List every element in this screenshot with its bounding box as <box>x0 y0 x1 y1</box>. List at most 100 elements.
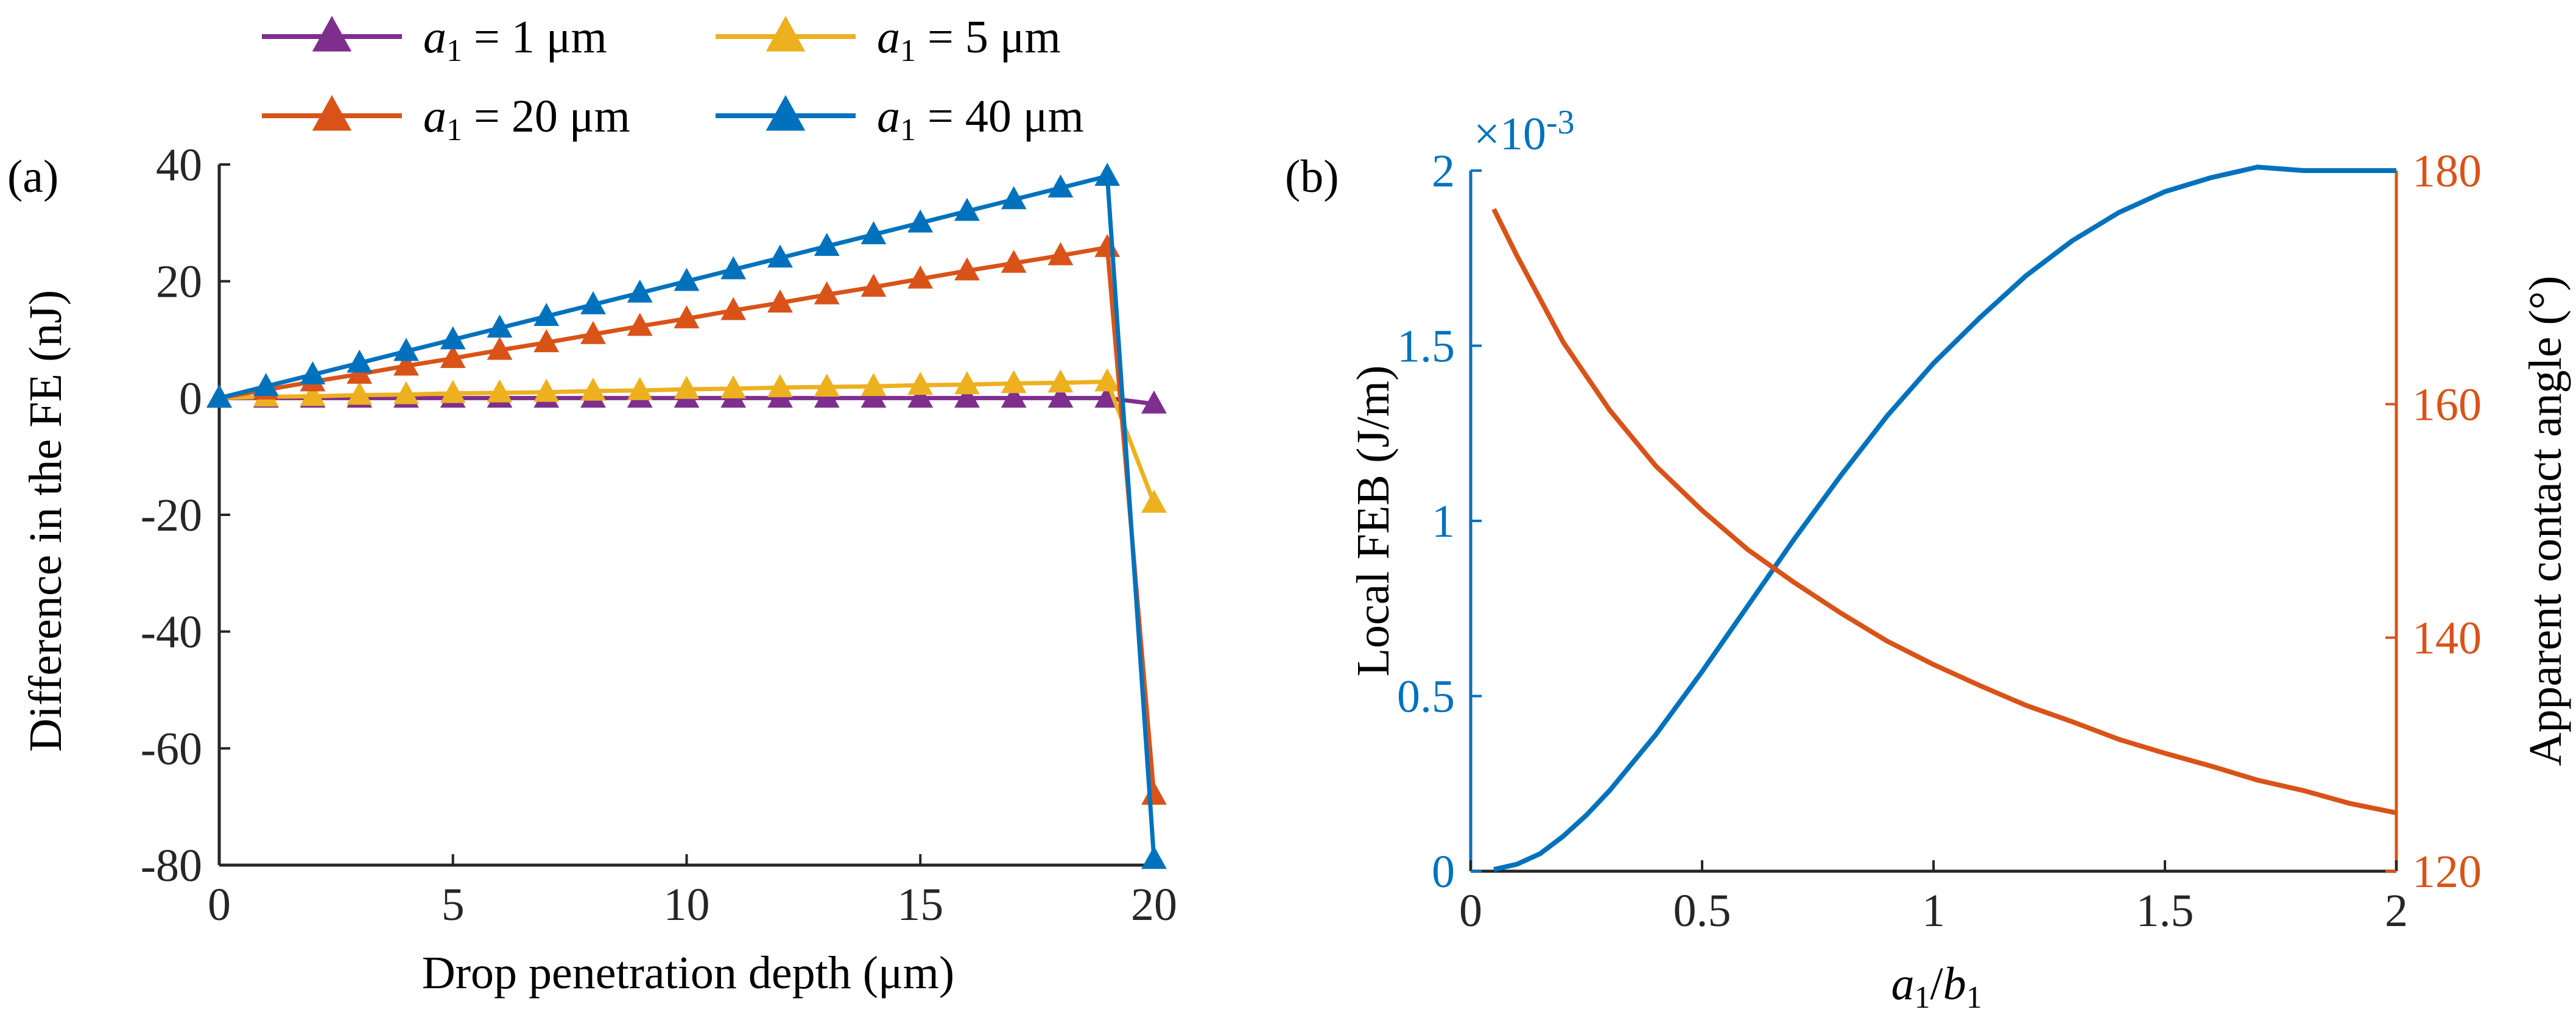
data-point <box>674 267 700 291</box>
y-tick-label-left: 1.5 <box>1397 321 1455 372</box>
data-point <box>814 373 840 397</box>
legend-label: a1 = 1 μm <box>423 12 607 68</box>
data-point <box>860 274 887 297</box>
data-point <box>814 281 840 305</box>
data-point <box>300 361 326 384</box>
y-tick-label: 20 <box>156 256 202 308</box>
y-tick-label-left: 1 <box>1432 496 1455 547</box>
y-tick-label: -40 <box>141 607 202 658</box>
xlabel-sub-1: 1 <box>1914 980 1930 1015</box>
panel-a: (a) 0 5 10 15 20 -80 -60 -40 -20 0 20 40 Drop penet… <box>7 140 1177 999</box>
data-point <box>1047 242 1074 266</box>
x-tick-label: 5 <box>442 879 465 930</box>
x-tick-label: 0 <box>208 879 231 930</box>
data-point <box>1141 390 1167 414</box>
y-tick-label: -60 <box>141 723 202 774</box>
data-point <box>487 336 513 360</box>
data-point <box>627 313 653 336</box>
data-point <box>440 345 466 369</box>
data-point <box>393 381 419 405</box>
panel-a-ylabel: Difference in the FE (nJ) <box>20 290 71 752</box>
legend-item: a1 = 20 μm <box>262 91 630 147</box>
series-line <box>219 244 1156 796</box>
panel-b-label: (b) <box>1285 151 1339 202</box>
data-point <box>674 305 700 328</box>
legend-marker <box>312 95 352 131</box>
data-point <box>487 379 513 403</box>
data-point <box>487 314 513 338</box>
panel-a-xlabel: Drop penetration depth (μm) <box>422 947 954 999</box>
data-point <box>767 374 793 397</box>
y-tick-label-right: 160 <box>2412 379 2482 430</box>
panel-b-xlabel: a1/b1 <box>1891 958 1982 1015</box>
legend-item: a1 = 40 μm <box>716 91 1084 147</box>
data-point <box>1094 368 1121 392</box>
legend-label: a1 = 40 μm <box>877 91 1084 147</box>
legend-sub: 1 <box>446 113 462 147</box>
data-point <box>533 378 560 402</box>
x-tick-label: 0.5 <box>1673 885 1731 936</box>
data-point <box>674 375 700 399</box>
y-tick-label-right: 180 <box>2412 146 2482 197</box>
data-point <box>1047 174 1074 198</box>
data-point <box>347 349 373 373</box>
data-point <box>580 291 606 314</box>
data-point <box>393 352 419 376</box>
y-tick-label-right: 120 <box>2412 846 2482 897</box>
data-point <box>1141 489 1167 513</box>
series-local-feb <box>1493 164 2396 872</box>
data-point <box>907 384 934 408</box>
data-point <box>720 297 747 320</box>
legend-label: a1 = 5 μm <box>877 12 1061 68</box>
y-tick-label-left: 0 <box>1432 846 1455 897</box>
data-point <box>954 197 980 221</box>
data-point <box>580 320 606 344</box>
panel-b-exponent: ×10-3 <box>1474 104 1575 160</box>
data-point <box>1141 846 1167 869</box>
data-point <box>1047 369 1074 393</box>
panel-b-exponent-prefix: ×10 <box>1474 108 1546 160</box>
data-point <box>347 381 373 405</box>
y-tick-label-right: 140 <box>2412 613 2482 664</box>
data-point <box>1001 384 1027 408</box>
legend-var: a <box>423 91 446 142</box>
data-point <box>300 383 326 406</box>
data-point <box>860 384 887 408</box>
panel-a-label: (a) <box>7 151 58 202</box>
x-tick-label: 15 <box>897 879 943 930</box>
data-point <box>1094 163 1121 186</box>
data-point <box>720 375 747 398</box>
legend-var: a <box>877 12 900 63</box>
x-tick-label: 20 <box>1131 879 1177 930</box>
data-point <box>907 265 934 289</box>
legend-item: a1 = 5 μm <box>716 12 1061 68</box>
data-point <box>907 209 934 233</box>
data-point <box>907 372 934 395</box>
data-point <box>253 373 279 397</box>
xlabel-var-a: a <box>1891 958 1914 1010</box>
data-point <box>954 384 980 408</box>
panel-b-ylabel-left: Local FEB (J/m) <box>1348 366 1399 677</box>
x-tick-label: 0 <box>1459 885 1482 936</box>
data-point <box>954 257 980 281</box>
legend-marker <box>312 16 352 52</box>
y-tick-label-left: 2 <box>1432 146 1455 197</box>
data-point <box>720 256 747 280</box>
series-contact-angle <box>1491 208 2397 816</box>
data-point <box>767 244 793 268</box>
data-point <box>814 233 840 256</box>
legend-marker <box>765 16 806 52</box>
data-point <box>440 380 466 403</box>
data-point <box>1001 186 1027 210</box>
legend-text: = 1 μm <box>462 12 607 63</box>
plot-a: 0 5 10 15 20 -80 -60 -40 -20 0 20 40 <box>141 140 1177 930</box>
data-point <box>393 338 419 361</box>
legend-marker <box>765 95 806 131</box>
y-tick-label: -80 <box>141 840 202 891</box>
data-point <box>1001 370 1027 394</box>
y-tick-label: 40 <box>156 140 202 191</box>
